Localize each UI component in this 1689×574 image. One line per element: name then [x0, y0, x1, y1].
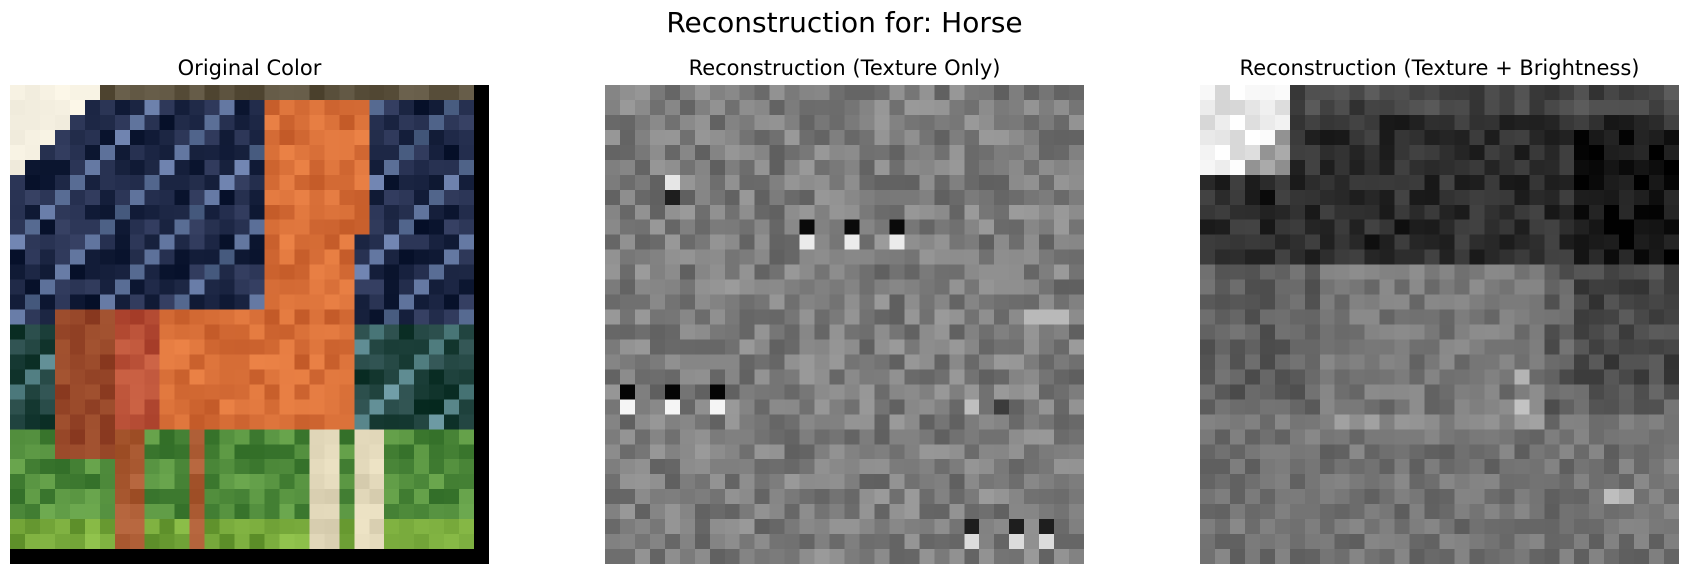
figure-title: Reconstruction for: Horse	[666, 6, 1023, 39]
panel-title-texture-only: Reconstruction (Texture Only)	[688, 56, 1001, 80]
texture-brightness-grayscale-grid	[1200, 85, 1679, 564]
panel-title-original-color: Original Color	[177, 56, 322, 80]
texture-brightness-image	[1200, 85, 1679, 564]
original-color-image	[10, 85, 489, 564]
panel-title-texture-brightness: Reconstruction (Texture + Brightness)	[1239, 56, 1640, 80]
texture-only-image	[605, 85, 1084, 564]
texture-only-grayscale-grid	[605, 85, 1084, 564]
horse-photo-pixelated	[10, 85, 489, 564]
